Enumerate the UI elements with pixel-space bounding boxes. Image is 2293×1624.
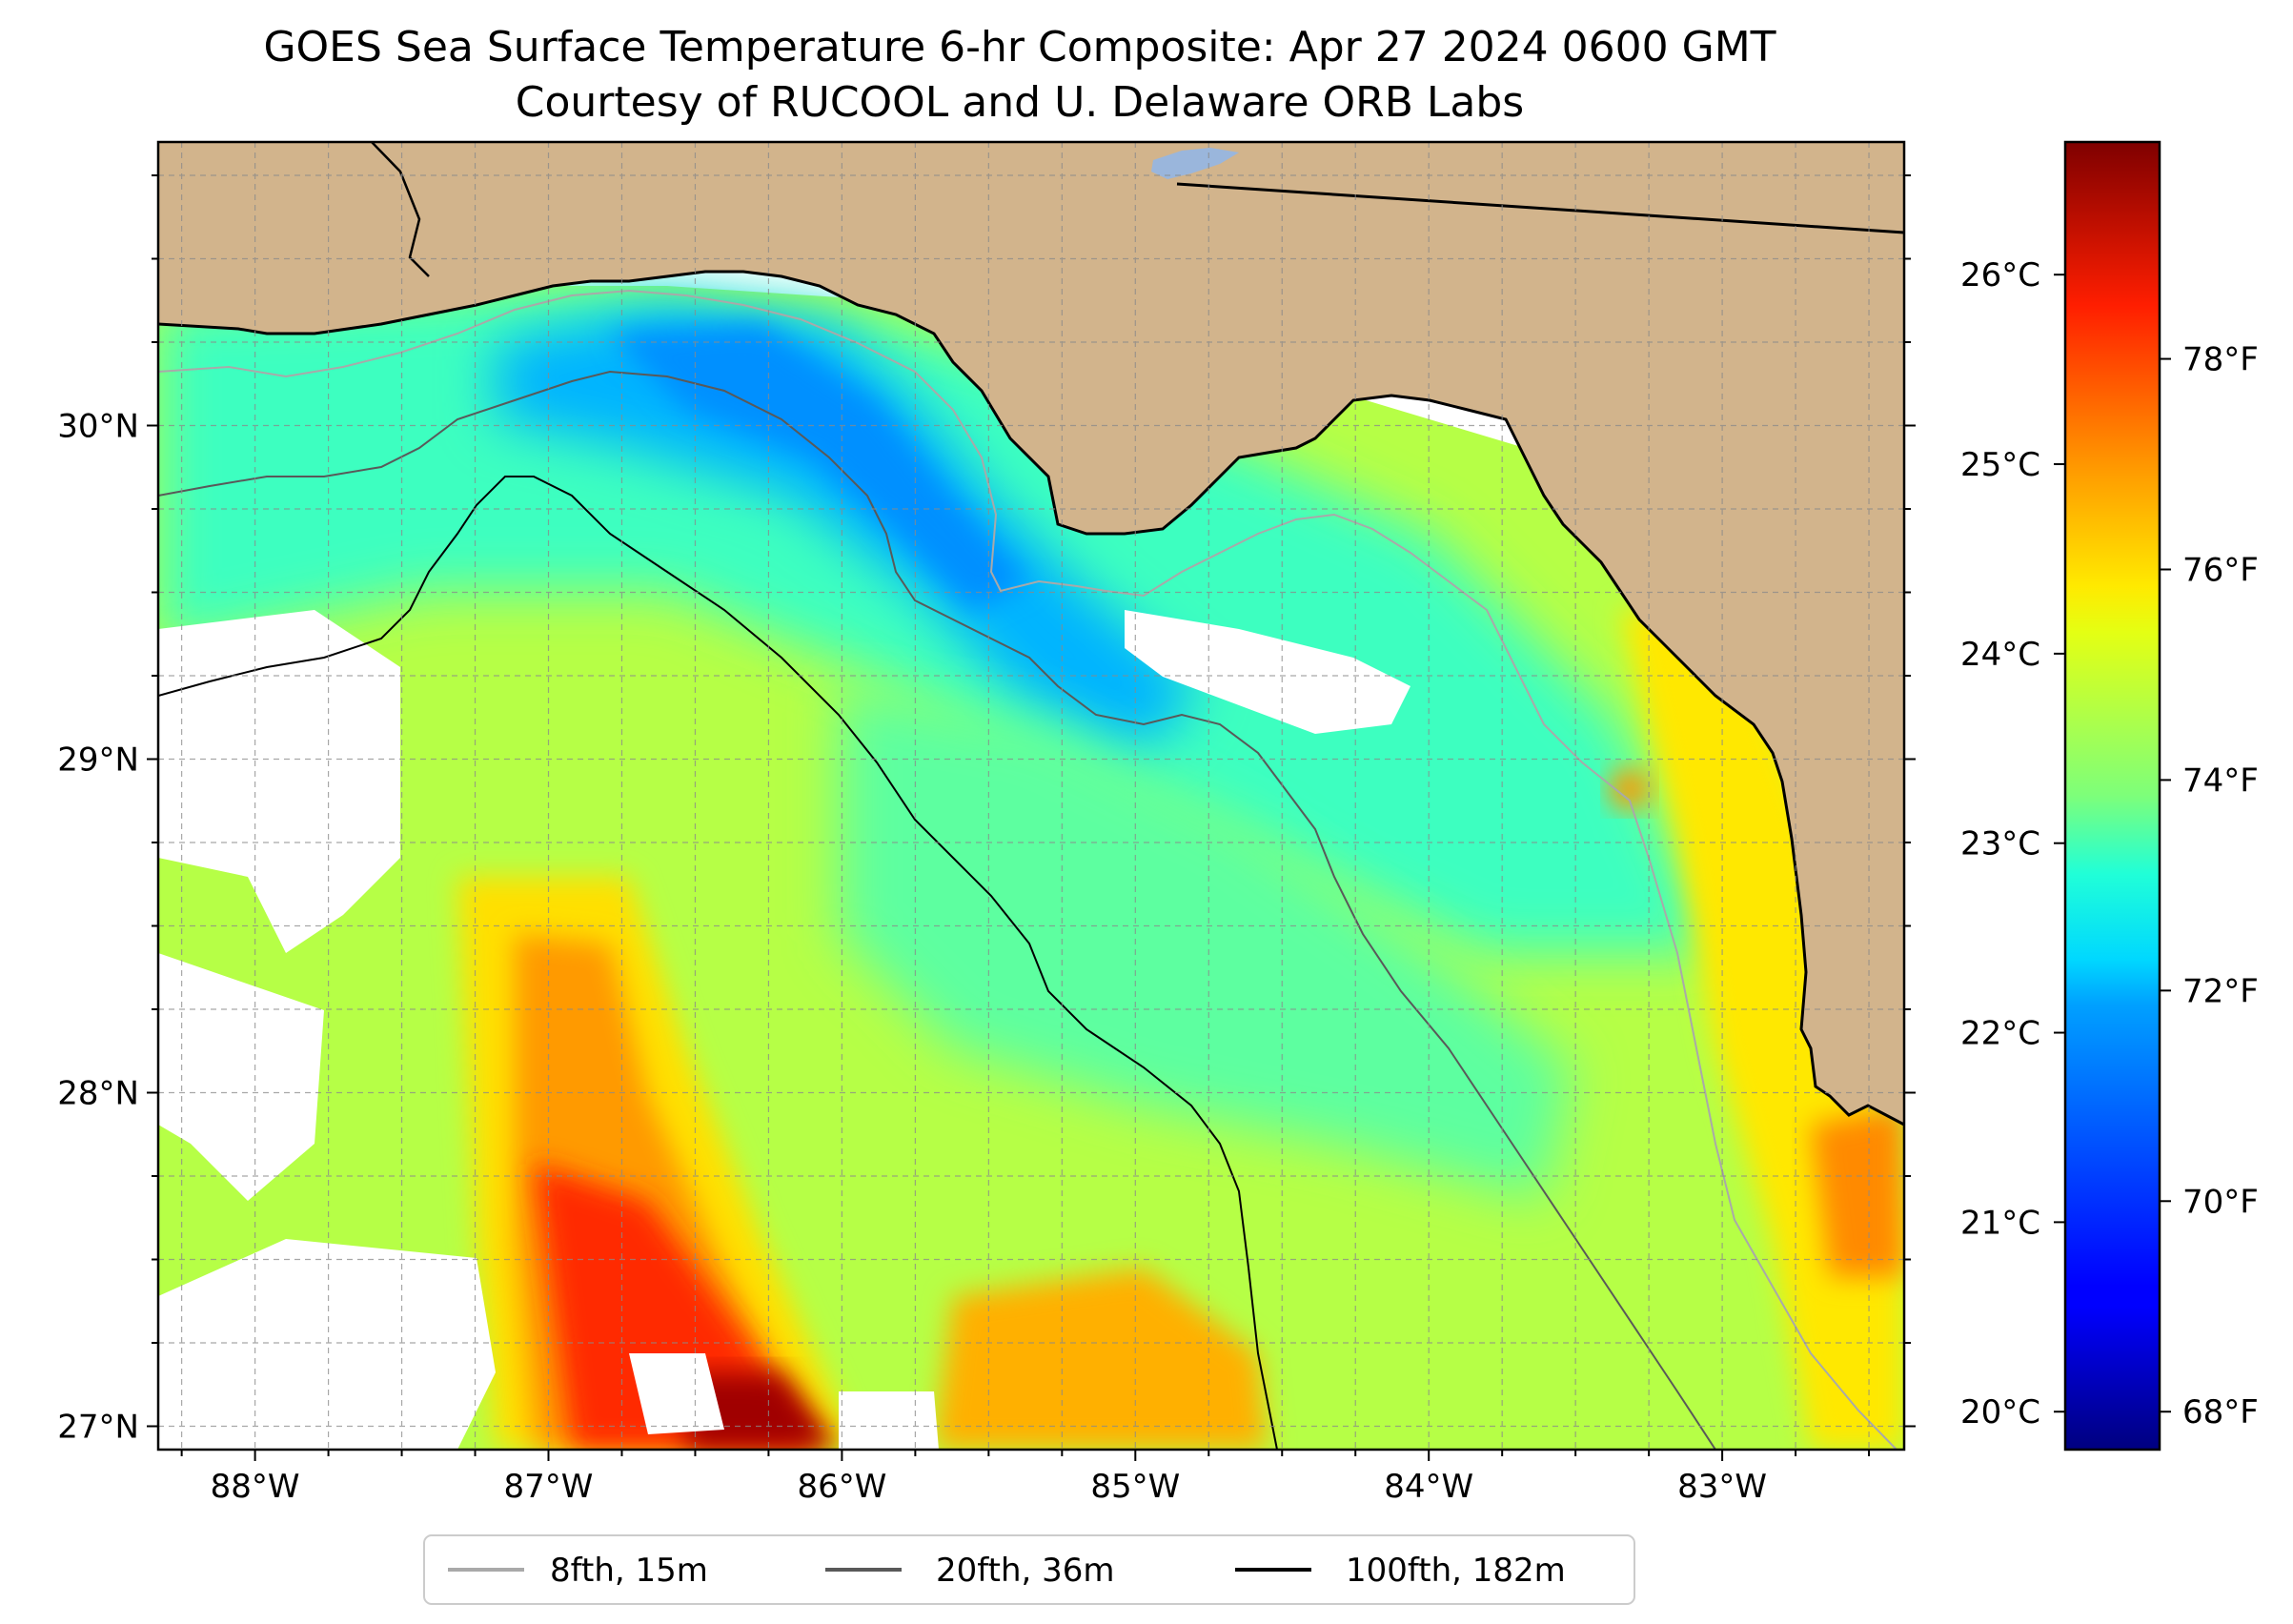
sst-field [158,286,1904,1450]
longitude-axis: 88°W 87°W 86°W 85°W 84°W 83°W [180,1450,1871,1506]
sst-se-orange [1811,1106,1904,1277]
fahrenheit-tick-label: 74°F [2182,761,2259,800]
colorbar-celsius-axis: 20°C 21°C 22°C 23°C 24°C 25°C 26°C [1960,256,2065,1431]
celsius-tick-label: 20°C [1960,1393,2040,1431]
legend-item: 100fth, 182m [1235,1552,1566,1590]
celsius-tick-label: 21°C [1960,1204,2040,1242]
celsius-tick-label: 23°C [1960,825,2040,863]
lat-tick-label: 29°N [57,741,139,780]
lat-tick-label: 27°N [57,1409,139,1447]
lat-tick-label: 28°N [57,1075,139,1113]
chart-title: GOES Sea Surface Temperature 6-hr Compos… [263,23,1776,71]
legend-label-36m: 20fth, 36m [936,1552,1115,1590]
legend: 8fth, 15m 20fth, 36m 100fth, 182m [423,1534,1635,1605]
nodata-plume-hole [629,1353,724,1434]
lon-tick-label: 85°W [1090,1468,1180,1506]
lake-seminole [1151,148,1239,179]
fahrenheit-tick-label: 76°F [2182,551,2259,589]
celsius-tick-label: 26°C [1960,256,2040,294]
sst-cyan-band [158,286,1715,953]
celsius-tick-label: 25°C [1960,446,2040,484]
celsius-tick-label: 24°C [1960,636,2040,674]
colorbar-fahrenheit-axis: 68°F 70°F 72°F 74°F 76°F 78°F [2160,341,2259,1431]
land-mass [158,142,1904,1125]
sst-teal-middle [839,686,1573,1201]
lon-tick-label: 86°W [797,1468,886,1506]
legend-label-182m: 100fth, 182m [1346,1552,1566,1590]
gridlines [158,142,1904,1450]
lon-tick-label: 88°W [211,1468,300,1506]
lat-tick-label: 30°N [57,408,139,446]
colorbar-gradient [2065,142,2160,1450]
isobath-36m [158,370,1716,1450]
map-frame [156,140,1906,1451]
lon-tick-label: 83°W [1677,1468,1767,1506]
coastline [158,270,1904,1127]
sst-deep-blue [610,324,1029,610]
fahrenheit-tick-label: 78°F [2182,341,2259,379]
nodata-southwest [158,1239,496,1450]
fahrenheit-tick-label: 68°F [2182,1393,2259,1431]
isobath-182m [158,476,1278,1450]
fahrenheit-tick-label: 72°F [2182,972,2259,1010]
lon-tick-label: 84°W [1384,1468,1473,1506]
isobath-15m [158,289,1897,1450]
nodata-west-lower [158,953,324,1201]
land-mobile-bay [219,191,295,324]
sst-warm-spot [1609,768,1651,810]
nodata-west [158,610,400,953]
map-panel [156,140,1906,1451]
sst-south-blob [934,1268,1268,1450]
legend-item: 8fth, 15m [448,1552,708,1590]
legend-item: 20fth, 36m [825,1552,1115,1590]
latitude-axis: 27°N 28°N 29°N 30°N [57,174,1916,1447]
nodata-south [839,1391,939,1450]
state-border-al-fl [371,142,430,277]
state-border-ga-fl [1176,182,1905,234]
sst-plume-darkred [686,1372,839,1450]
sst-blue-core [496,305,1201,753]
colorbar-frame [2063,140,2161,1451]
colorbar: 20°C 21°C 22°C 23°C 24°C 25°C 26°C 68°F 70°F 72°… [1960,140,2259,1451]
fahrenheit-tick-label: 70°F [2182,1183,2259,1221]
chart-subtitle: Courtesy of RUCOOL and U. Delaware ORB L… [516,78,1524,127]
nodata-cloud-north [1125,610,1410,734]
lon-tick-label: 87°W [504,1468,594,1506]
legend-box [423,1534,1635,1605]
celsius-tick-label: 22°C [1960,1015,2040,1053]
legend-label-15m: 8fth, 15m [550,1552,708,1590]
